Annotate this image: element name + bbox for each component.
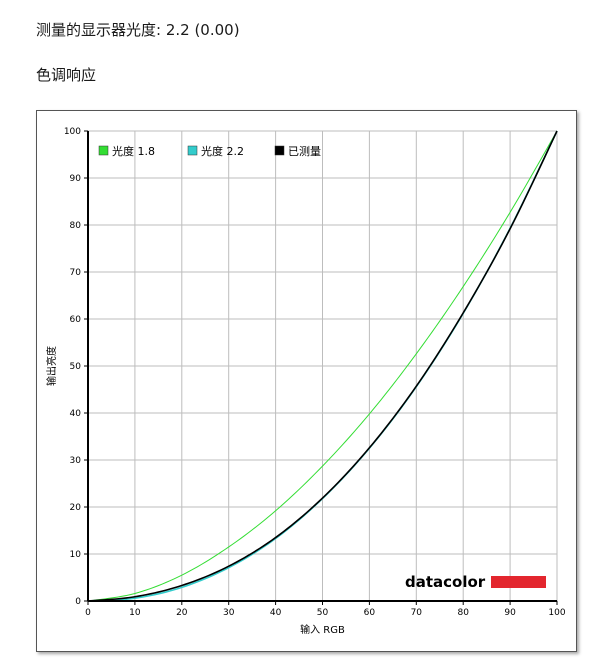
chart-frame: 0 10 20 30 40 50 60 70 80 90 100 0 10 20 30 40 50 60 70 80 9… bbox=[36, 110, 577, 652]
datacolor-logo-text: datacolor bbox=[405, 573, 486, 591]
y-tick-label: 90 bbox=[70, 174, 82, 184]
y-axis-label: 输出亮度 bbox=[45, 346, 58, 386]
tone-response-heading: 色调响应 bbox=[36, 66, 97, 84]
x-axis-label: 输入 RGB bbox=[300, 623, 345, 636]
x-tick-label: 80 bbox=[457, 608, 469, 618]
datacolor-logo-bar bbox=[491, 576, 546, 588]
x-tick-label: 70 bbox=[411, 608, 423, 618]
x-tick-label: 30 bbox=[223, 608, 235, 618]
y-tick-label: 80 bbox=[70, 221, 82, 231]
display-gamma-heading: 测量的显示器光度: 2.2 (0.00) bbox=[36, 21, 240, 39]
datacolor-logo: datacolor bbox=[405, 573, 546, 591]
y-tick-label: 40 bbox=[70, 409, 82, 419]
y-tick-label: 30 bbox=[70, 456, 82, 466]
legend: 光度 1.8 光度 2.2 已测量 bbox=[98, 144, 321, 158]
legend-swatch-gamma-2-2 bbox=[187, 145, 198, 156]
y-tick-label: 50 bbox=[70, 362, 82, 372]
y-tick-label: 70 bbox=[70, 268, 82, 278]
grid-lines bbox=[88, 130, 558, 601]
x-tick-label: 20 bbox=[176, 608, 188, 618]
y-tick-label: 0 bbox=[75, 597, 81, 607]
x-tick-label: 0 bbox=[85, 608, 91, 618]
y-tick-label: 100 bbox=[64, 127, 81, 137]
legend-label-measured: 已测量 bbox=[288, 145, 321, 158]
legend-swatch-measured bbox=[274, 145, 285, 156]
gamma-1-8-line bbox=[87, 130, 558, 602]
measured-line bbox=[87, 130, 558, 602]
x-tick-label: 100 bbox=[548, 608, 565, 618]
y-tick-label: 60 bbox=[70, 315, 82, 325]
x-tick-label: 90 bbox=[504, 608, 516, 618]
y-tick-label: 20 bbox=[70, 503, 82, 513]
legend-label-gamma-2-2: 光度 2.2 bbox=[201, 144, 244, 158]
tone-response-chart: 0 10 20 30 40 50 60 70 80 90 100 0 10 20 30 40 50 60 70 80 9… bbox=[45, 127, 566, 636]
legend-swatch-gamma-1-8 bbox=[98, 145, 109, 156]
x-tick-label: 50 bbox=[317, 608, 329, 618]
legend-label-gamma-1-8: 光度 1.8 bbox=[112, 144, 155, 158]
x-tick-label: 10 bbox=[129, 608, 141, 618]
y-tick-label: 10 bbox=[70, 550, 82, 560]
x-tick-label: 40 bbox=[270, 608, 282, 618]
curves bbox=[87, 130, 558, 602]
axes: 0 10 20 30 40 50 60 70 80 90 100 0 10 20 30 40 50 60 70 80 9… bbox=[45, 127, 566, 636]
x-tick-label: 60 bbox=[364, 608, 376, 618]
